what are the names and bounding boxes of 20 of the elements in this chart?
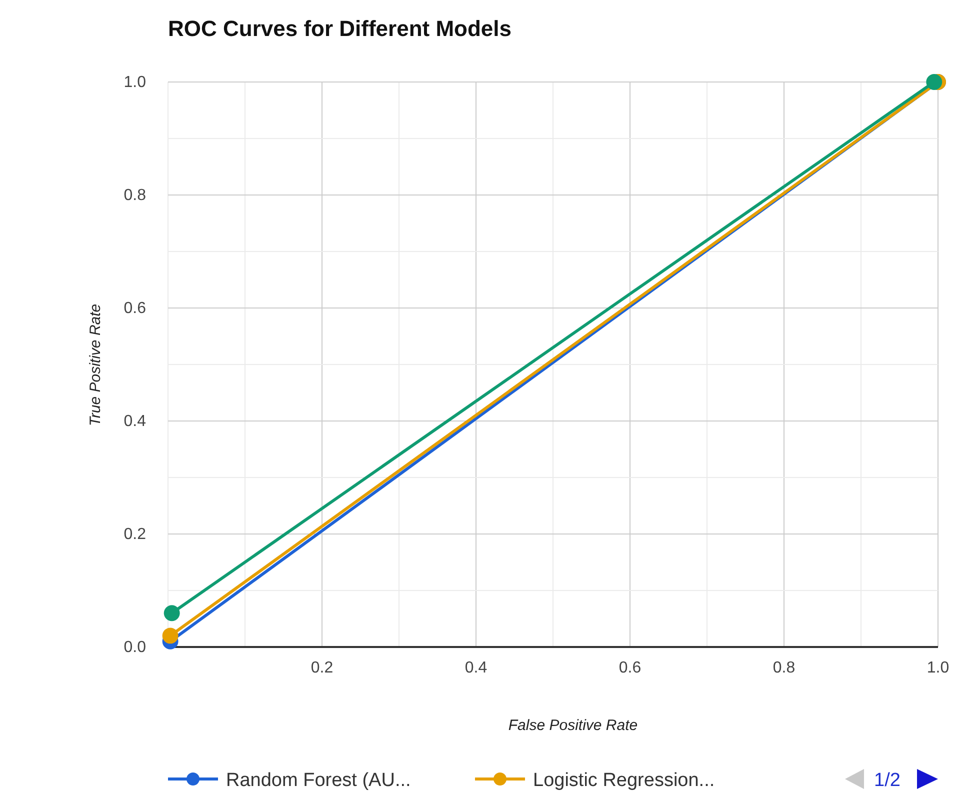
y-tick-label: 1.0: [124, 74, 146, 92]
x-tick-label: 0.2: [310, 659, 334, 676]
legend-label: Logistic Regression...: [533, 770, 715, 791]
point: [164, 605, 180, 622]
x-tick-label: 1.0: [926, 659, 950, 676]
x-tick-label: 0.8: [772, 659, 796, 676]
y-tick-label: 0.0: [124, 639, 146, 656]
text: 1/2: [874, 770, 900, 791]
y-tick-label: 0.8: [124, 187, 146, 204]
y-tick-label: 0.2: [124, 526, 146, 544]
x-axis-title: False Positive Rate: [508, 717, 638, 734]
point: [162, 628, 178, 644]
point: [926, 74, 942, 90]
x-tick-label: 0.4: [464, 659, 488, 676]
y-axis-title: True Positive Rate: [87, 304, 104, 426]
legend-label: Random Forest (AU...: [226, 770, 411, 791]
chart-title: ROC Curves for Different Models: [168, 16, 512, 41]
x-tick-label: 0.6: [618, 659, 642, 676]
y-tick-label: 0.6: [124, 300, 146, 318]
y-tick-label: 0.4: [124, 413, 146, 430]
